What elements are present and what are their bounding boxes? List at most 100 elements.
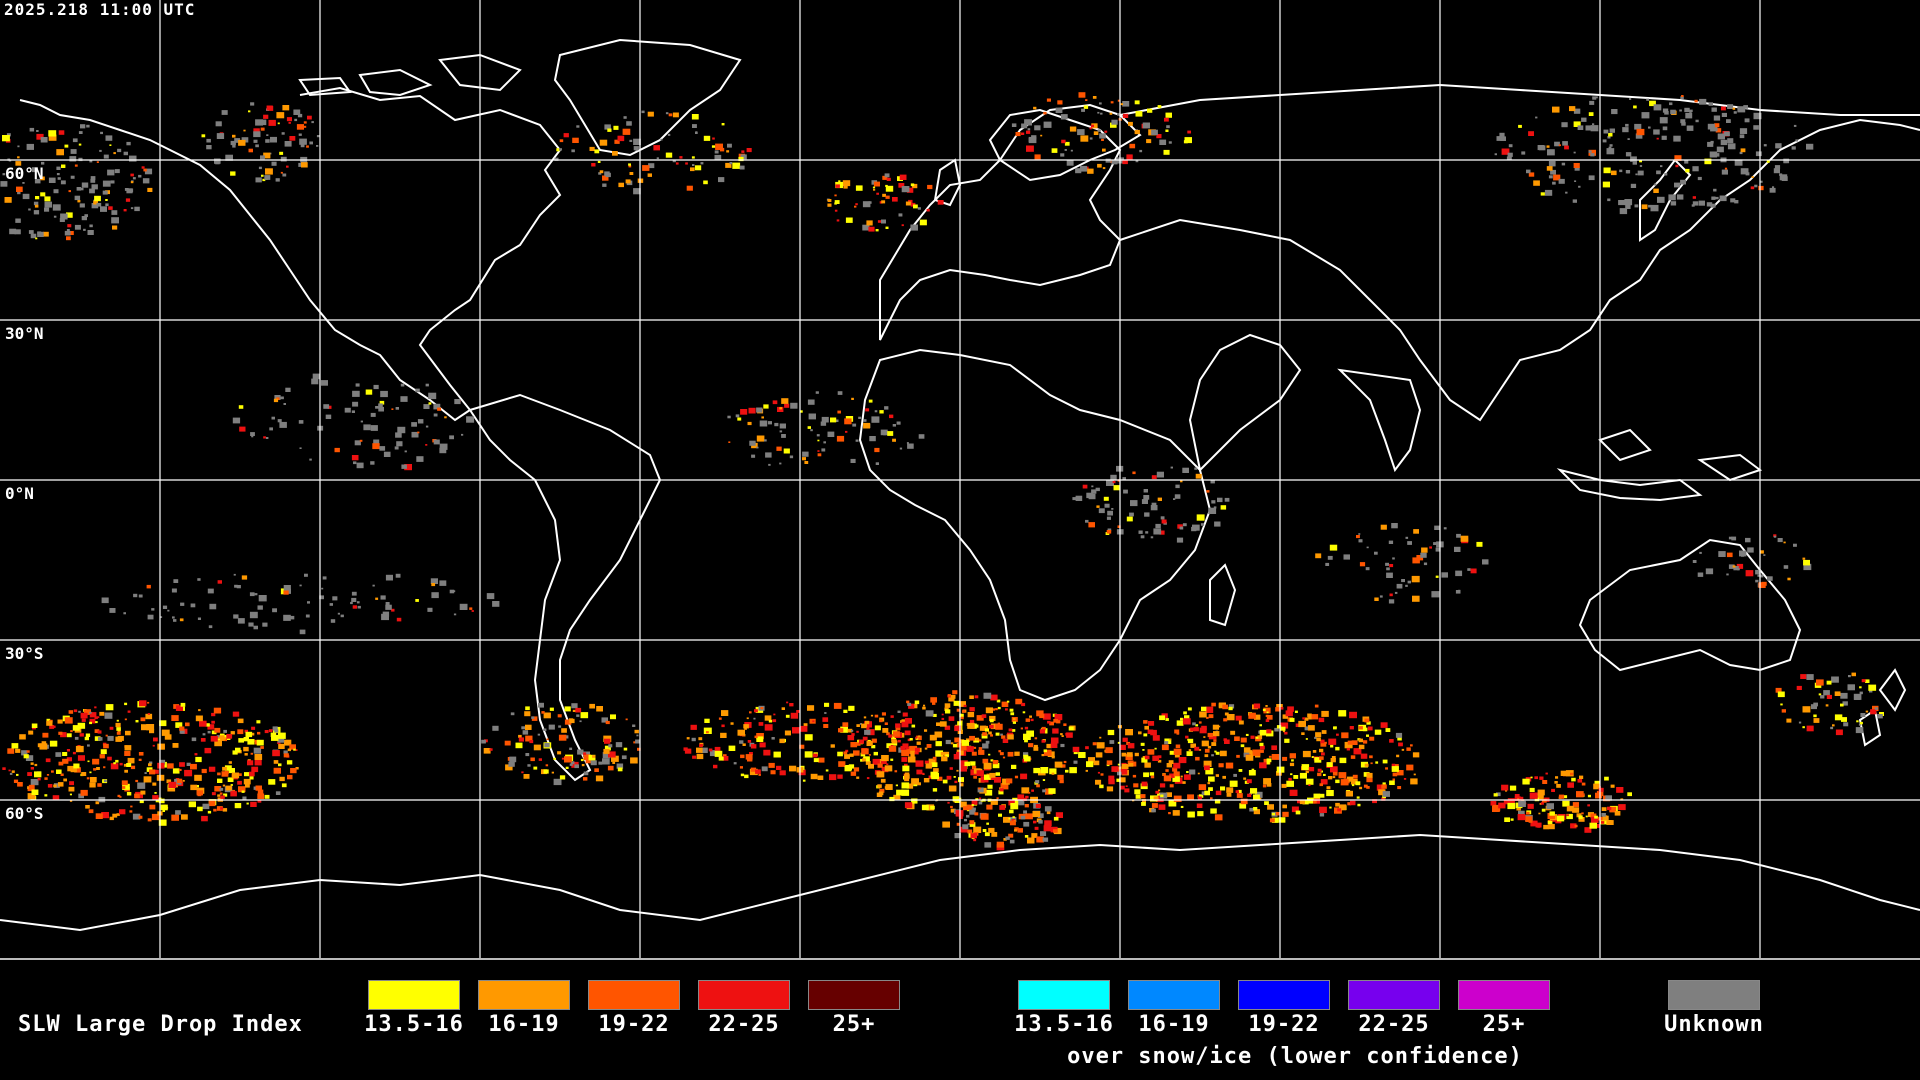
cloud-pixel <box>124 769 128 773</box>
cloud-pixel <box>262 622 268 627</box>
cloud-pixel <box>1739 550 1747 557</box>
cloud-pixel <box>1842 701 1848 706</box>
swatch-snow-1-label: 13.5-16 <box>1014 1012 1114 1037</box>
cloud-pixel <box>1721 169 1728 175</box>
cloud-pixel <box>1566 814 1569 817</box>
cloud-pixel <box>1338 772 1347 779</box>
cloud-pixel <box>243 129 246 132</box>
cloud-pixel <box>884 722 888 725</box>
cloud-pixel <box>15 161 22 166</box>
cloud-pixel <box>1534 776 1538 780</box>
cloud-pixel <box>1689 109 1693 113</box>
cloud-pixel <box>750 744 757 749</box>
cloud-pixel <box>852 423 857 427</box>
cloud-pixel <box>904 718 912 724</box>
cloud-pixel <box>1307 713 1312 718</box>
cloud-pixel <box>115 759 119 763</box>
cloud-pixel <box>915 747 920 752</box>
cloud-pixel <box>1358 539 1363 543</box>
cloud-pixel <box>16 773 19 776</box>
cloud-pixel <box>935 750 944 757</box>
cloud-pixel <box>1240 744 1245 748</box>
cloud-pixel <box>107 756 112 761</box>
cloud-pixel <box>910 753 915 758</box>
cloud-pixel <box>876 771 885 778</box>
cloud-pixel <box>269 427 273 431</box>
cloud-pixel <box>1609 144 1613 147</box>
cloud-pixel <box>1040 134 1043 137</box>
cloud-pixel <box>898 213 903 217</box>
cloud-pixel <box>1008 833 1014 838</box>
cloud-pixel <box>714 154 722 161</box>
cloud-pixel <box>1187 794 1194 800</box>
cloud-pixel <box>1271 745 1277 750</box>
cloud-pixel <box>1634 123 1642 130</box>
cloud-pixel <box>1751 176 1754 178</box>
cloud-pixel <box>583 777 588 781</box>
cloud-pixel <box>217 778 223 783</box>
cloud-pixel <box>262 178 266 182</box>
cloud-pixel <box>917 207 921 210</box>
cloud-pixel <box>629 139 633 142</box>
cloud-pixel <box>1146 139 1152 144</box>
cloud-pixel <box>1223 718 1228 722</box>
cloud-pixel <box>81 182 89 188</box>
cloud-pixel <box>723 754 727 758</box>
cloud-pixel <box>1498 802 1506 809</box>
cloud-pixel <box>918 735 921 738</box>
cloud-pixel <box>1268 755 1272 758</box>
cloud-pixel <box>1406 747 1411 751</box>
cloud-pixel <box>967 722 975 729</box>
cloud-pixel <box>1157 759 1162 763</box>
cloud-pixel <box>96 161 99 163</box>
cloud-pixel <box>1009 820 1016 826</box>
cloud-pixel <box>1321 710 1329 717</box>
cloud-pixel <box>1578 817 1585 822</box>
cloud-pixel <box>1382 791 1390 797</box>
cloud-pixel <box>1250 735 1255 739</box>
cloud-pixel <box>999 752 1004 756</box>
cloud-pixel <box>46 718 51 722</box>
cloud-pixel <box>558 725 562 728</box>
cloud-pixel <box>289 615 295 620</box>
cloud-pixel <box>1305 738 1308 740</box>
cloud-pixel <box>768 463 771 466</box>
cloud-pixel <box>1117 741 1121 744</box>
cloud-pixel <box>730 722 734 725</box>
cloud-pixel <box>1854 696 1859 700</box>
cloud-pixel <box>922 772 925 775</box>
cloud-pixel <box>845 430 848 433</box>
cloud-pixel <box>1595 96 1598 99</box>
cloud-pixel <box>1540 802 1544 805</box>
cloud-pixel <box>8 769 11 772</box>
cloud-pixel <box>691 156 695 159</box>
cloud-pixel <box>1214 814 1223 821</box>
cloud-pixel <box>1609 806 1617 813</box>
cloud-pixel <box>1183 774 1191 780</box>
cloud-pixel <box>1269 818 1275 823</box>
cloud-pixel <box>1791 146 1796 150</box>
cloud-pixel <box>1022 711 1026 714</box>
cloud-pixel <box>850 729 854 732</box>
cloud-pixel <box>1301 764 1310 771</box>
cloud-pixel <box>237 729 244 735</box>
cloud-pixel <box>868 763 874 769</box>
cloud-pixel <box>1017 828 1023 833</box>
cloud-pixel <box>1043 121 1052 128</box>
cloud-pixel <box>1662 108 1669 113</box>
cloud-pixel <box>158 798 165 804</box>
cloud-pixel <box>1210 808 1217 814</box>
cloud-pixel <box>1186 751 1193 756</box>
cloud-pixel <box>309 458 312 461</box>
cloud-pixel <box>974 812 979 816</box>
cloud-pixel <box>610 714 616 720</box>
cloud-pixel <box>947 801 950 804</box>
cloud-pixel <box>232 711 240 717</box>
cloud-pixel <box>1075 495 1083 501</box>
cloud-pixel <box>89 711 92 714</box>
cloud-pixel <box>868 399 873 403</box>
cloud-pixel <box>1823 690 1830 696</box>
cloud-pixel <box>59 218 65 222</box>
cloud-pixel <box>126 188 133 194</box>
cloud-pixel <box>1117 763 1120 766</box>
